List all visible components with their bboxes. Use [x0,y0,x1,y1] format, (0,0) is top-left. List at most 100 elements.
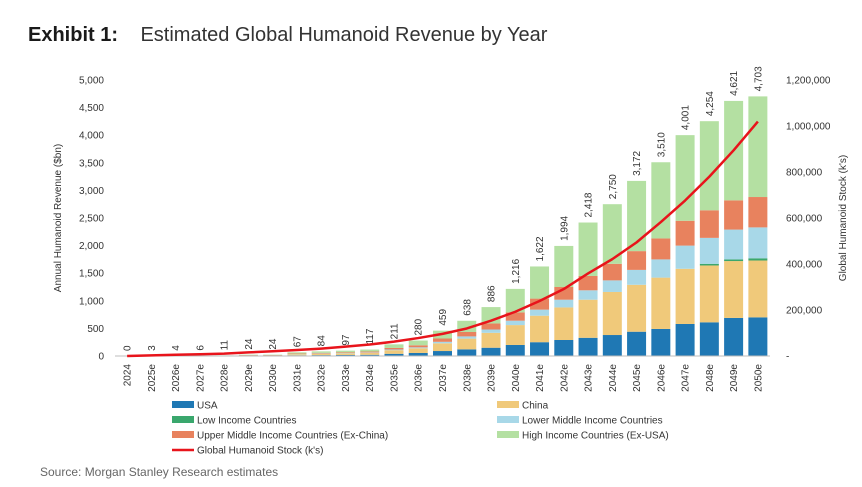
y2-tick-label: 1,200,000 [786,76,831,87]
bar-segment-upper-middle-income-countries-ex-china [578,275,598,291]
stock-line [127,120,759,358]
chart-area: 5,000 4,500 4,000 3,500 3,000 2,500 2,000 1,500… [53,66,849,457]
bar-total-label: 1,622 [535,236,546,261]
bar-segment-high-income-countries-ex-usa [335,350,355,353]
bar-total-label: 638 [462,299,473,316]
bar-segment-china [651,277,671,329]
y-tick-label: 4,000 [79,131,104,142]
bar-total-label: 2,418 [584,192,595,217]
bar-segment-upper-middle-income-countries-ex-china [651,238,671,260]
x-tick-label: 2035e [389,364,400,392]
exhibit-label: Exhibit 1: [28,24,119,46]
bar-segment-lower-middle-income-countries [554,299,574,308]
bar-segment-china [675,268,695,324]
x-tick-label: 2030e [268,364,279,392]
bar-segment-upper-middle-income-countries-ex-china [384,347,404,350]
bar-segment-china [433,343,452,352]
bar-total-label: 1,216 [511,258,522,283]
x-tick-label: 2032e [317,364,328,392]
bar-segment-lower-middle-income-countries [651,259,671,278]
bar-segment-upper-middle-income-countries-ex-china [748,197,768,228]
bar-segment-high-income-countries-ex-usa [287,352,307,354]
y-tick-label: 3,500 [79,158,104,169]
x-tick-label: 2048e [705,364,716,392]
legend-swatch-upper-middle-income-countries-ex-china [172,431,194,438]
bar-segment-lower-middle-income-countries [748,227,768,259]
bar-segment-high-income-countries-ex-usa [505,288,525,313]
legend-swatch-usa [172,401,194,408]
bar-segment-china [578,299,598,338]
bar-segment-high-income-countries-ex-usa [408,340,428,346]
bar-segment-usa [335,354,355,356]
bar-segment-usa [457,349,477,356]
bar-segment-china [530,315,550,343]
bar-segment-lower-middle-income-countries [724,229,744,260]
bar-total-label: 4,703 [753,66,764,91]
bar-total-label: 24 [268,338,279,350]
y-tick-label: 3,000 [79,186,104,197]
bar-segment-usa [481,347,501,356]
legend-label-lower-middle-income-countries: Lower Middle Income Countries [522,416,663,427]
bar-segment-high-income-countries-ex-usa [602,204,622,264]
x-tick-label: 2037e [438,364,449,392]
x-tick-label: 2034e [365,364,376,392]
chart-title: Estimated Global Humanoid Revenue by Yea… [140,24,548,46]
bar-segment-usa [408,352,428,356]
bar-total-label: 0 [123,345,134,351]
y2-tick-label: 200,000 [786,306,823,317]
bar-segment-china [481,332,501,348]
bar-segment-low-income-countries [748,258,768,261]
bar-segment-lower-middle-income-countries [505,320,525,326]
bar-segment-upper-middle-income-countries-ex-china [481,323,501,330]
bar-segment-upper-middle-income-countries-ex-china [602,263,622,281]
x-tick-label: 2050e [753,364,764,392]
chart-header: Exhibit 1: Estimated Global Humanoid Rev… [28,24,547,47]
y-tick-label: 2,000 [79,241,104,252]
bar-segment-china [384,350,404,354]
y2-tick-label: 1,000,000 [786,122,831,133]
legend-swatch-lower-middle-income-countries [497,416,519,423]
bar-segment-usa [724,317,744,356]
bar-segment-lower-middle-income-countries [408,347,428,349]
bar-segment-upper-middle-income-countries-ex-china [675,220,695,246]
bar-total-label: 3,510 [656,132,667,157]
y-tick-label: 500 [87,324,104,335]
y2-axis-title: Global Humanoid Stock (k's) [838,155,849,281]
bar-segment-usa [530,342,550,356]
bar-segment-upper-middle-income-countries-ex-china [627,251,647,270]
bar-segment-high-income-countries-ex-usa [554,245,574,287]
bar-total-label: 280 [414,318,425,335]
y-tick-label: 5,000 [79,76,104,87]
bar-segment-china [311,353,331,356]
bar-segment-china [627,284,647,332]
bar-segment-china [360,352,380,355]
legend-label-upper-middle-income-countries-ex-china: Upper Middle Income Countries (Ex-China) [197,431,388,442]
bar-segment-lower-middle-income-countries [675,245,695,269]
bar-segment-lower-middle-income-countries [481,329,501,333]
bar-segment-high-income-countries-ex-usa [360,349,380,352]
bar-segment-china [408,348,428,353]
x-tick-label: 2036e [414,364,425,392]
bar-segment-china [457,338,477,350]
bar-segment-high-income-countries-ex-usa [311,351,331,353]
y2-tick-label: 400,000 [786,260,823,271]
x-tick-label: 2046e [656,364,667,392]
legend-swatch-china [497,401,519,408]
bar-segment-usa [602,335,622,356]
x-tick-label: 2031e [292,364,303,392]
bar-segment-upper-middle-income-countries-ex-china [335,352,355,354]
legend-label-china: China [522,401,549,412]
bar-segment-china [505,325,525,345]
bar-segment-upper-middle-income-countries-ex-china [724,200,744,230]
x-tick-label: 2028e [220,364,231,392]
y-tick-label: 0 [98,352,104,363]
bar-segment-usa [433,351,452,356]
bar-segment-china [602,291,622,336]
bar-segment-usa [505,344,525,356]
bar-segment-high-income-countries-ex-usa [530,266,550,299]
bar-segment-usa [699,322,719,356]
bar-segment-china [699,265,719,323]
x-tick-label: 2049e [729,364,740,392]
bar-segment-lower-middle-income-countries [602,280,622,292]
bar-segment-high-income-countries-ex-usa [457,320,477,332]
